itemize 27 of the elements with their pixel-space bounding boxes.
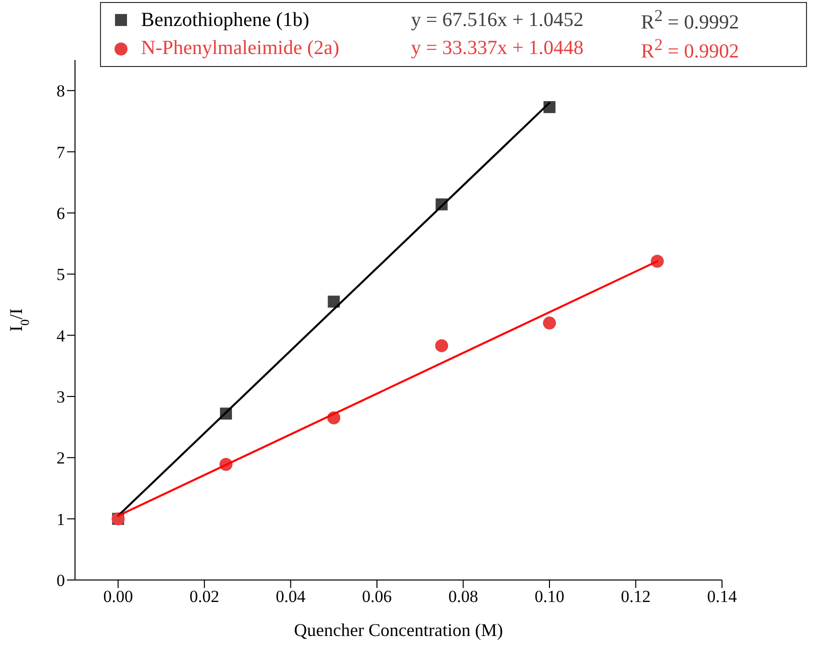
y-tick-label: 5 — [56, 265, 65, 284]
point — [435, 339, 448, 352]
y-tick-label: 3 — [56, 388, 65, 407]
x-tick-label: 0.02 — [190, 587, 220, 606]
y-tick-label: 6 — [56, 204, 65, 223]
y-tick-label: 8 — [56, 82, 65, 101]
text: y = 67.516x + 1.0452 — [411, 8, 585, 32]
y-tick-label: 0 — [56, 571, 65, 590]
x-tick-label: 0.14 — [707, 587, 738, 606]
annotation: R$^{2}$ = 0.9902 — [641, 34, 740, 64]
y-tick-label: 4 — [56, 326, 66, 346]
x-tick-label: 0.12 — [620, 587, 651, 606]
text: R$^{2}$ = 0.9992 — [641, 6, 740, 35]
y-tick-label: 7 — [56, 142, 66, 162]
x-tick-label: 0.00 — [103, 587, 134, 606]
point — [328, 296, 340, 308]
x-tick-label: 0.06 — [362, 587, 392, 606]
y-tick-label: 1 — [56, 510, 65, 529]
y-tick-label: 2 — [56, 448, 65, 468]
legend-label: Benzothiophene (1b) — [141, 8, 310, 32]
x-tick-label: 0.10 — [534, 587, 564, 606]
point — [542, 316, 556, 330]
legend-label: N-Phenylmaleimide (2a) — [141, 37, 340, 60]
x-tick-label: 0.04 — [276, 587, 306, 606]
text: y = 33.337x + 1.0448 — [411, 37, 585, 60]
x-tick-label: 0.08 — [448, 587, 478, 606]
x-axis-title: Quencher Concentration (M) — [294, 620, 503, 640]
